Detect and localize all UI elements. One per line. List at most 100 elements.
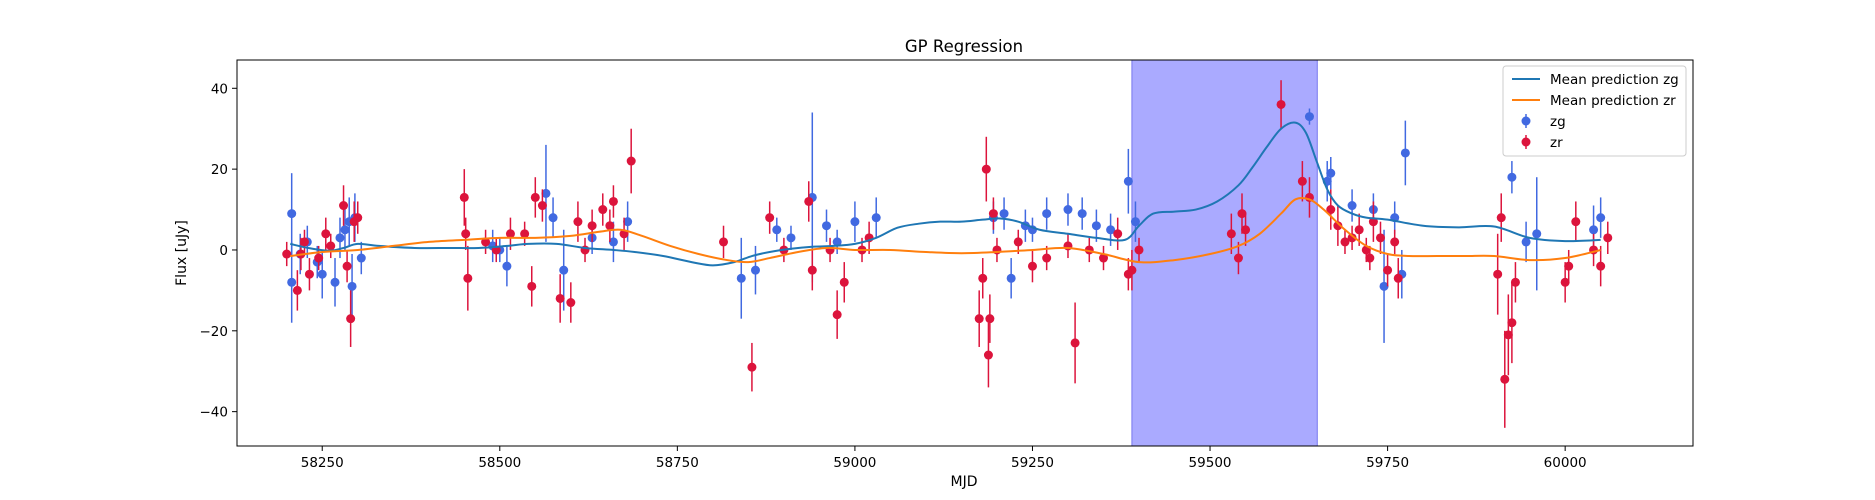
data-point: [1560, 277, 1570, 287]
legend-label-zr-points: zr: [1550, 135, 1563, 151]
series-layer: [282, 80, 1613, 428]
y-tick-label: 20: [211, 162, 228, 178]
data-point: [1347, 233, 1357, 243]
x-axis-ticks: 58250 58500 58750 59000 59250 59500 59750 60000: [301, 446, 1587, 471]
data-point: [983, 350, 993, 360]
data-point: [1106, 225, 1116, 235]
data-point: [1564, 261, 1574, 271]
data-point: [353, 213, 363, 223]
data-point: [1130, 217, 1140, 227]
data-point: [335, 233, 345, 243]
data-point: [598, 205, 608, 215]
data-point: [346, 314, 356, 324]
data-point: [527, 281, 537, 291]
data-point: [804, 196, 814, 206]
data-point: [1571, 217, 1581, 227]
data-point: [502, 261, 512, 271]
data-point: [822, 221, 832, 231]
data-point: [1013, 237, 1023, 247]
x-tick-label: 60000: [1544, 455, 1587, 471]
y-tick-label: 0: [219, 243, 228, 259]
data-point: [347, 281, 357, 291]
data-point: [1042, 209, 1052, 219]
x-tick-label: 59250: [1011, 455, 1054, 471]
y-axis-ticks: −40 −20 0 20 40: [200, 81, 237, 421]
x-tick-label: 59000: [833, 455, 876, 471]
data-point: [1006, 273, 1016, 283]
data-point: [1521, 237, 1531, 247]
series-line-mean-prediction-zg: [290, 121, 1601, 267]
data-point: [1326, 168, 1336, 178]
chart-title: GP Regression: [905, 37, 1023, 56]
data-point: [974, 314, 984, 324]
data-point: [1098, 253, 1108, 263]
y-tick-label: 40: [211, 81, 228, 97]
data-point: [772, 225, 782, 235]
legend-swatch-zg-points: [1521, 114, 1531, 128]
data-point: [326, 241, 336, 251]
x-tick-label: 59750: [1366, 455, 1409, 471]
data-point: [330, 277, 340, 287]
data-point: [1077, 209, 1087, 219]
data-point: [1297, 176, 1307, 186]
data-point: [985, 314, 995, 324]
data-point: [1063, 205, 1073, 215]
data-point: [1503, 330, 1513, 340]
legend-label-zg-points: zg: [1550, 114, 1566, 130]
legend-label-zg-line: Mean prediction zg: [1550, 72, 1679, 88]
data-point: [463, 273, 473, 283]
data-point: [850, 217, 860, 227]
data-point: [832, 310, 842, 320]
data-point: [1241, 225, 1251, 235]
data-point: [530, 192, 540, 202]
data-point: [342, 261, 352, 271]
data-point: [1603, 233, 1613, 243]
data-point: [1091, 221, 1101, 231]
highlight-region: [1131, 59, 1318, 447]
series-zr-points: [282, 80, 1613, 428]
data-point: [750, 265, 760, 275]
x-tick-label: 58750: [656, 455, 699, 471]
data-point: [317, 269, 327, 279]
data-point: [988, 209, 998, 219]
data-point: [1496, 213, 1506, 223]
data-point: [1237, 209, 1247, 219]
data-point: [573, 217, 583, 227]
data-point: [304, 269, 314, 279]
data-point: [605, 221, 615, 231]
x-axis-label: MJD: [951, 474, 978, 490]
data-point: [623, 217, 633, 227]
data-point: [1507, 318, 1517, 328]
data-point: [1390, 237, 1400, 247]
legend-box: [1502, 65, 1687, 157]
data-point: [459, 192, 469, 202]
data-point: [1532, 229, 1542, 239]
data-point: [1400, 148, 1410, 158]
data-point: [807, 265, 817, 275]
data-point: [1123, 176, 1133, 186]
legend: Mean prediction zg Mean prediction zr zg…: [1502, 65, 1687, 157]
data-point: [1127, 265, 1137, 275]
data-point: [299, 237, 309, 247]
data-point: [287, 209, 297, 219]
data-point: [1493, 269, 1503, 279]
data-point: [719, 237, 729, 247]
data-point: [608, 196, 618, 206]
data-point: [1333, 221, 1343, 231]
data-point: [981, 164, 991, 174]
data-point: [1507, 172, 1517, 182]
y-axis-label: Flux [uJy]: [174, 220, 190, 286]
data-point: [287, 277, 297, 287]
data-point: [1393, 273, 1403, 283]
data-point: [608, 237, 618, 247]
series-zg-points: [287, 108, 1606, 343]
data-point: [461, 229, 471, 239]
plot-area: [282, 59, 1613, 447]
x-tick-label: 58500: [478, 455, 521, 471]
data-point: [747, 362, 757, 372]
x-tick-label: 59500: [1189, 455, 1232, 471]
data-point: [555, 293, 565, 303]
data-point: [1347, 201, 1357, 211]
data-point: [1113, 229, 1123, 239]
data-point: [736, 273, 746, 283]
